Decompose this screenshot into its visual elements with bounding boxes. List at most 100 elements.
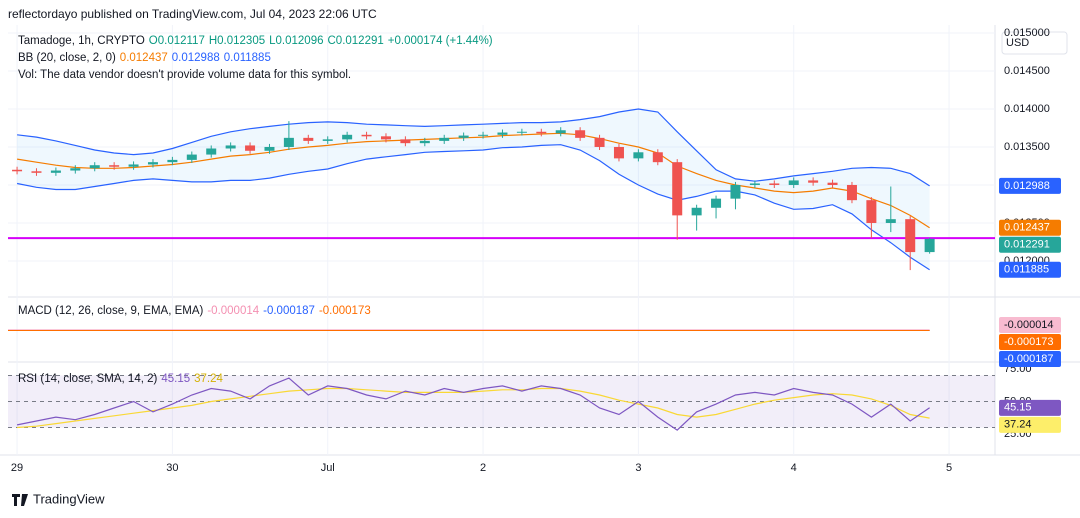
x-tick-label: 29 bbox=[11, 462, 23, 474]
band-fill bbox=[17, 109, 930, 270]
y-tick-label: 0.014500 bbox=[1004, 65, 1050, 77]
price-badge-label: -0.000187 bbox=[1004, 353, 1054, 365]
overlay-line bbox=[16, 144, 930, 271]
candle-body bbox=[788, 180, 799, 185]
vol-legend: Vol: The data vendor doesn't provide vol… bbox=[18, 69, 355, 81]
price-badge-label: -0.000173 bbox=[1004, 336, 1054, 348]
price-badge-label: 37.24 bbox=[1004, 419, 1032, 431]
candle-body bbox=[691, 207, 702, 216]
candle-body bbox=[439, 137, 450, 141]
candle-body bbox=[70, 168, 81, 171]
x-tick-label: 30 bbox=[166, 462, 178, 474]
macd-values: -0.000014 -0.000187 -0.000173 bbox=[207, 305, 374, 317]
footer: TradingView bbox=[33, 491, 105, 506]
candle-body bbox=[866, 200, 877, 223]
overlay-line bbox=[17, 108, 930, 187]
candle-body bbox=[322, 139, 333, 141]
price-legend: Tamadoge, 1h, CRYPTO O0.012117 H0.012305 L0… bbox=[18, 35, 501, 47]
candle-body bbox=[109, 165, 120, 167]
candle-body bbox=[303, 137, 314, 141]
candle-body bbox=[827, 182, 838, 185]
vol-text: Vol: The data vendor doesn't provide vol… bbox=[18, 69, 352, 81]
x-tick-label: 3 bbox=[635, 462, 641, 474]
y-tick-label: 0.015000 bbox=[1004, 27, 1050, 39]
candle-body bbox=[633, 152, 644, 159]
candle-body bbox=[905, 219, 916, 253]
candle-body bbox=[186, 154, 197, 160]
candle-body bbox=[147, 162, 158, 165]
rsi-band bbox=[8, 375, 995, 428]
candle-body bbox=[283, 137, 294, 147]
macd-title: MACD (12, 26, close, 9, EMA, EMA) bbox=[18, 305, 204, 317]
macd-value: -0.000187 bbox=[263, 305, 315, 317]
rsi-values: 45.15 37.24 bbox=[161, 373, 227, 385]
price-badge bbox=[999, 317, 1061, 334]
price-badge bbox=[999, 219, 1061, 236]
bb-value: 0.012437 bbox=[119, 52, 168, 64]
price-badge-label: 45.15 bbox=[1004, 402, 1032, 414]
candle-body bbox=[12, 169, 23, 172]
overlay-line bbox=[17, 132, 930, 229]
logo-icon bbox=[12, 494, 28, 506]
rsi-legend: RSI (14, close, SMA, 14, 2) 45.15 37.24 bbox=[18, 373, 231, 385]
ohlc: O0.012117 H0.012305 L0.012096 C0.012291 +0.0… bbox=[149, 35, 497, 47]
candle-body bbox=[128, 164, 139, 167]
ohlc-value: H0.012305 bbox=[208, 35, 266, 47]
candle-body bbox=[536, 131, 547, 134]
candle-body bbox=[749, 183, 760, 185]
x-tick-label: 5 bbox=[946, 462, 952, 474]
macd-value: -0.000173 bbox=[318, 305, 371, 317]
rsi-title: RSI (14, close, SMA, 14, 2) bbox=[18, 373, 158, 385]
price-badge bbox=[999, 334, 1061, 351]
candle-body bbox=[497, 132, 508, 135]
rsi-value: 45.15 bbox=[161, 373, 191, 385]
bb-value: 0.012988 bbox=[171, 52, 220, 64]
macd-legend: MACD (12, 26, close, 9, EMA, EMA) -0.0000… bbox=[18, 305, 379, 317]
candle-body bbox=[846, 184, 857, 201]
ohlc-value: C0.012291 bbox=[327, 35, 384, 47]
macd-value: -0.000014 bbox=[207, 305, 260, 317]
candle-body bbox=[31, 171, 42, 173]
rsi-value: 37.24 bbox=[194, 373, 223, 385]
price-badge bbox=[999, 261, 1061, 278]
candle-body bbox=[555, 130, 566, 134]
rsi-line bbox=[17, 387, 930, 429]
ohlc-value: L0.012096 bbox=[269, 35, 324, 47]
x-tick-label: Jul bbox=[321, 462, 335, 474]
candle-body bbox=[808, 180, 819, 183]
price-badge-label: 0.012291 bbox=[1004, 239, 1050, 251]
candle-body bbox=[478, 134, 489, 136]
candle-body bbox=[613, 146, 624, 159]
price-badge-label: 0.012437 bbox=[1004, 222, 1050, 234]
candle-body bbox=[245, 145, 256, 151]
y-tick-label: 0.014000 bbox=[1004, 103, 1050, 115]
price-badge bbox=[999, 351, 1061, 368]
price-badge bbox=[999, 416, 1061, 433]
price-badge-label: -0.000014 bbox=[1004, 319, 1054, 331]
symbol: Tamadoge, 1h, CRYPTO bbox=[18, 35, 145, 47]
bb-legend: BB (20, close, 2, 0) 0.012437 0.012988 0.01… bbox=[18, 52, 279, 64]
bb-title: BB (20, close, 2, 0) bbox=[18, 52, 116, 64]
candle-body bbox=[672, 162, 683, 216]
candle-body bbox=[458, 135, 469, 138]
candle-body bbox=[206, 148, 217, 155]
candle-body bbox=[652, 152, 663, 163]
price-badge bbox=[999, 399, 1061, 416]
candle-body bbox=[730, 184, 741, 199]
x-tick-label: 2 bbox=[480, 462, 486, 474]
bb-value: 0.011885 bbox=[223, 52, 271, 64]
candle-body bbox=[264, 146, 275, 151]
candle-body bbox=[711, 198, 722, 208]
candle-body bbox=[89, 165, 100, 169]
candle-body bbox=[400, 139, 411, 144]
ohlc-value: +0.000174 (+1.44%) bbox=[387, 35, 493, 47]
candle-body bbox=[769, 183, 780, 185]
price-badge-label: 0.012988 bbox=[1004, 180, 1050, 192]
rsi-line bbox=[16, 377, 930, 431]
candle-body bbox=[342, 134, 353, 140]
price-badge bbox=[999, 236, 1061, 253]
x-tick-label: 4 bbox=[791, 462, 797, 474]
candle-body bbox=[924, 238, 935, 253]
currency-box bbox=[1001, 31, 1068, 55]
